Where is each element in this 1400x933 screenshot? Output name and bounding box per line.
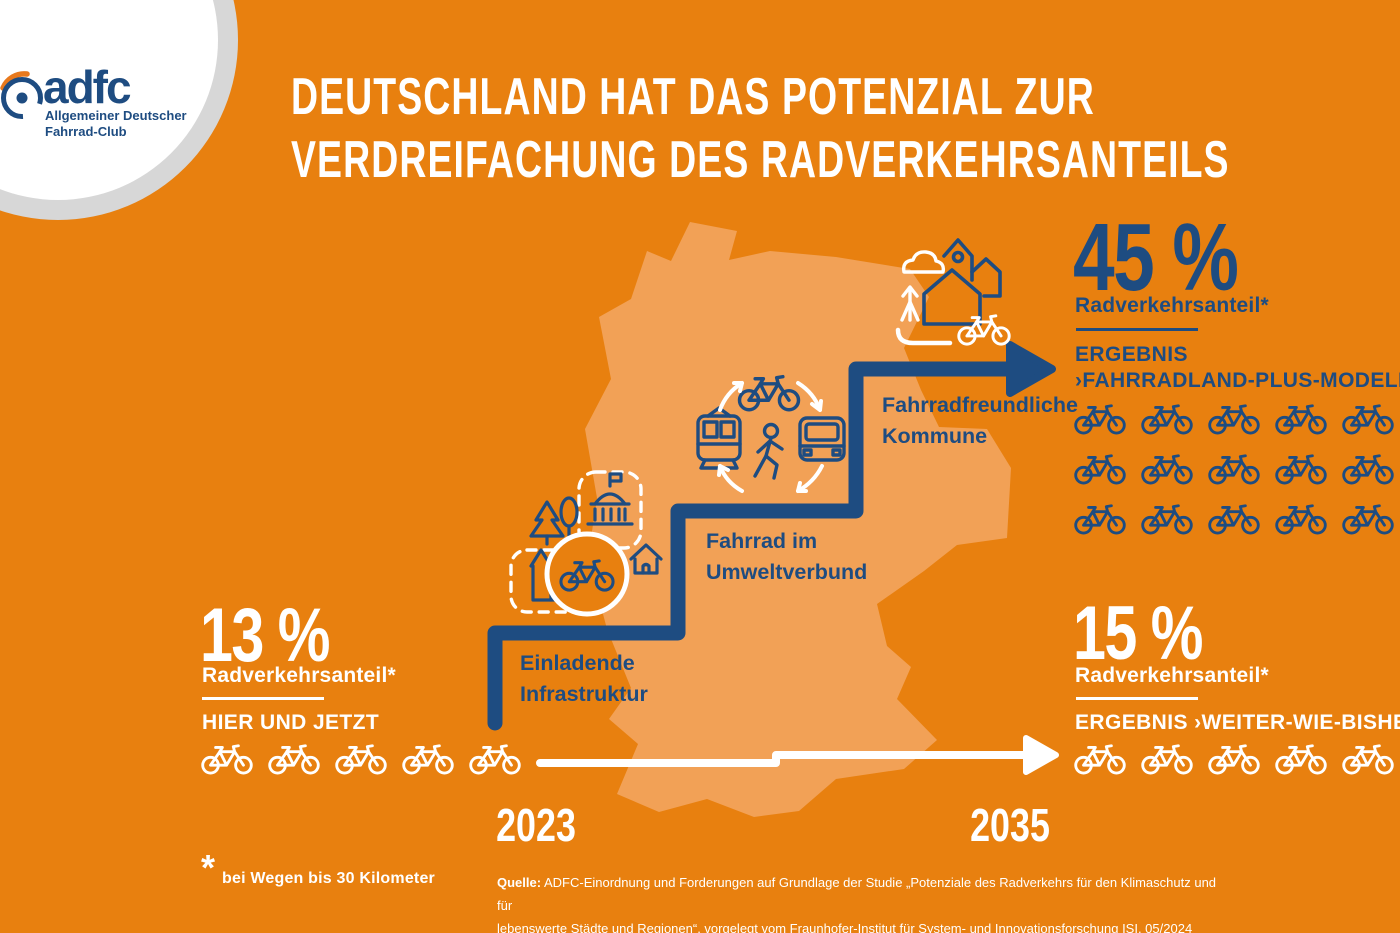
bike-icon (1341, 400, 1395, 436)
plus-bike-pictograms (1073, 400, 1395, 536)
fahrradfreundliche-kommune-icon (895, 238, 1011, 346)
umweltverbund-icon (696, 374, 846, 493)
adfc-logo-wordmark: adfc (43, 61, 132, 113)
bike-icon (1207, 450, 1261, 486)
bike-icon (1207, 400, 1261, 436)
bike-icon (1274, 400, 1328, 436)
bike-icon (1207, 740, 1261, 776)
adfc-logo-subtitle: Allgemeiner Deutscher Fahrrad-Club (45, 108, 187, 140)
current-share-label: Radverkehrsanteil* (202, 664, 396, 687)
step-label-kommune: Fahrradfreundliche Kommune (882, 393, 1078, 448)
bike-icon (267, 740, 321, 776)
bike-icon (1073, 740, 1127, 776)
bike-icon (1341, 450, 1395, 486)
bike-icon (1140, 740, 1194, 776)
timeline-year-end: 2035 (970, 799, 1050, 851)
bike-icon (1140, 450, 1194, 486)
page-title: DEUTSCHLAND HAT DAS POTENZIAL ZUR VERDREI… (291, 68, 1230, 190)
bike-icon (200, 740, 254, 776)
plus-share-label: Radverkehrsanteil* (1075, 294, 1269, 317)
bike-icon (1274, 740, 1328, 776)
bike-icon (1140, 400, 1194, 436)
step-label-infrastruktur: Einladende Infrastruktur (520, 651, 648, 706)
source-citation: Quelle: ADFC-Einordnung und Forderungen … (497, 875, 1217, 933)
plus-scenario-label: ERGEBNIS ›FAHRRADLAND-PLUS-MODELL‹ (1075, 343, 1400, 393)
divider-rule (1076, 328, 1198, 331)
bau-bike-pictograms (1073, 740, 1395, 776)
footnote-text: bei Wegen bis 30 Kilometer (222, 870, 435, 887)
bike-icon (1274, 450, 1328, 486)
bau-scenario-label: ERGEBNIS ›WEITER-WIE-BISHER‹ (1075, 711, 1400, 734)
bike-icon (1073, 450, 1127, 486)
inviting-infrastructure-icon (509, 470, 663, 617)
adfc-wheel-icon (0, 71, 43, 119)
divider-rule (1076, 697, 1198, 700)
bau-share-label: Radverkehrsanteil* (1075, 664, 1269, 687)
logo-circle-background (0, 0, 238, 220)
current-scenario-label: HIER UND JETZT (202, 711, 380, 734)
bike-icon (1073, 500, 1127, 536)
divider-rule (202, 697, 324, 700)
current-share-value: 13 % (200, 593, 330, 678)
current-bike-pictograms (200, 740, 522, 776)
bike-icon (1207, 500, 1261, 536)
bike-icon (468, 740, 522, 776)
bike-icon (1073, 400, 1127, 436)
bau-share-value: 15 % (1073, 591, 1203, 676)
timeline-year-start: 2023 (496, 799, 576, 851)
bike-icon (1341, 500, 1395, 536)
bike-icon (1274, 500, 1328, 536)
step-label-umweltverbund: Fahrrad im Umweltverbund (706, 529, 868, 584)
source-label: Quelle: (497, 875, 542, 890)
bike-icon (1140, 500, 1194, 536)
bike-icon (401, 740, 455, 776)
bike-icon (1341, 740, 1395, 776)
plus-share-value: 45 % (1073, 204, 1239, 311)
footnote-asterisk: * (201, 847, 216, 888)
bike-icon (334, 740, 388, 776)
